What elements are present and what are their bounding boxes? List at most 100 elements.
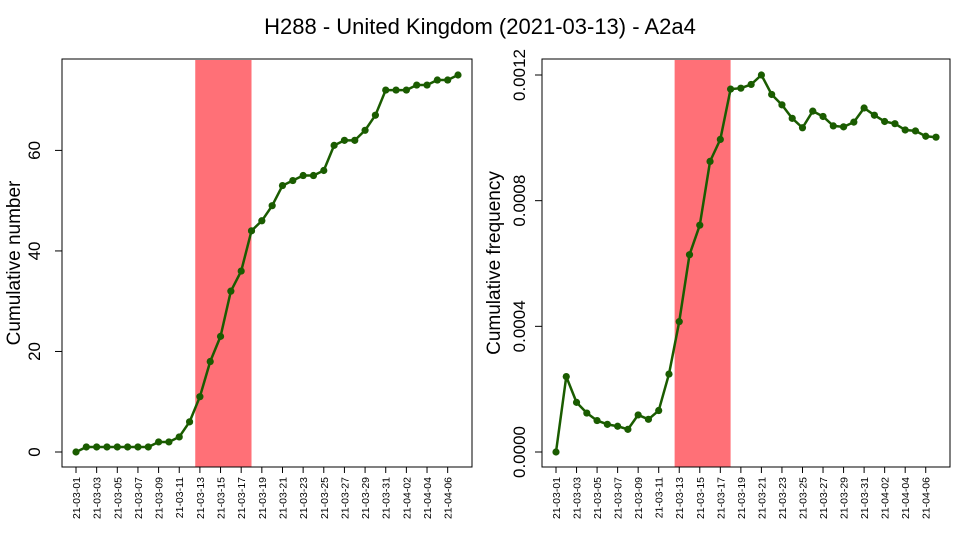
x-tick-label: 21-03-01 — [551, 477, 563, 519]
y-tick-label: 60 — [25, 141, 44, 160]
right-chart-panel: 0.0000 0.0004 0.0008 0.0012 Cumulative frequ… — [484, 49, 951, 519]
x-tick-label: 21-03-09 — [633, 477, 645, 519]
x-tick-label: 21-03-11 — [654, 477, 666, 518]
data-point — [644, 415, 653, 423]
x-tick-label: 21-03-23 — [298, 477, 310, 519]
x-tick-label: 21-04-06 — [921, 477, 933, 519]
data-point — [706, 157, 714, 165]
data-point — [371, 111, 380, 119]
x-tick-label: 21-03-31 — [381, 477, 393, 519]
x-tick-label: 21-03-07 — [133, 477, 145, 519]
x-tick-label: 21-03-07 — [613, 477, 625, 519]
series-line — [75, 73, 459, 454]
x-tick-label: 21-04-02 — [880, 477, 892, 519]
x-tick-label: 21-03-17 — [715, 477, 727, 519]
data-point — [454, 71, 462, 79]
data-point — [444, 76, 452, 84]
x-tick-label: 21-03-13 — [195, 477, 207, 519]
left-chart-panel: 0 20 40 60 Cumulative number 21-03-01 21-03-03… — [4, 58, 473, 519]
data-point — [665, 370, 673, 378]
plot-frame — [541, 58, 951, 468]
data-point — [185, 418, 194, 426]
data-point — [737, 84, 745, 92]
x-tick-label: 21-03-21 — [277, 477, 289, 519]
data-point — [237, 267, 245, 275]
data-point — [144, 443, 152, 451]
data-point — [247, 227, 256, 235]
data-point — [562, 373, 570, 381]
data-point — [72, 448, 80, 456]
data-point — [227, 287, 235, 295]
data-point — [289, 176, 297, 185]
data-point — [819, 112, 827, 121]
data-point — [134, 443, 142, 451]
x-tick-label: 21-03-19 — [257, 477, 269, 519]
data-point — [382, 86, 390, 94]
data-point — [901, 126, 909, 134]
x-tick-label: 21-03-03 — [92, 477, 104, 519]
data-point — [696, 221, 704, 229]
x-tick-label: 21-03-11 — [174, 477, 186, 518]
data-point — [392, 86, 400, 94]
x-tick-label: 21-03-17 — [236, 477, 248, 519]
x-tick-label: 21-03-27 — [339, 477, 351, 519]
data-point — [351, 136, 359, 144]
data-point — [768, 90, 776, 99]
data-point — [881, 117, 889, 126]
data-point — [839, 123, 848, 131]
y-tick-label: 0 — [25, 447, 44, 456]
data-point — [433, 76, 441, 84]
data-point — [196, 393, 204, 401]
series-line — [554, 73, 937, 453]
x-tick-label: 21-03-25 — [797, 477, 809, 519]
data-point — [891, 120, 899, 128]
data-point — [361, 126, 369, 134]
x-tick-label: 21-03-19 — [736, 477, 748, 519]
data-point — [340, 136, 349, 144]
x-tick-label: 21-03-25 — [319, 477, 331, 519]
y-axis-label: Cumulative number — [4, 180, 25, 345]
figure-title: H288 - United Kingdom (2021-03-13) - A2a… — [264, 14, 696, 39]
data-point — [552, 448, 560, 456]
x-tick-label: 21-03-05 — [592, 477, 604, 519]
data-point — [268, 202, 276, 210]
data-point — [82, 443, 90, 451]
x-tick-label: 21-03-13 — [674, 477, 686, 519]
x-tick-label: 21-03-21 — [756, 477, 768, 519]
data-point — [809, 107, 817, 115]
data-point — [932, 133, 940, 141]
y-tick-label: 0.0008 — [510, 175, 529, 227]
data-point — [165, 438, 173, 446]
x-tick-label: 21-04-04 — [900, 477, 912, 519]
data-point — [726, 85, 735, 93]
data-point — [655, 406, 663, 415]
data-point — [572, 398, 581, 406]
data-point — [330, 141, 338, 149]
x-tick-label: 21-03-15 — [695, 477, 707, 519]
y-axis-label: Cumulative frequency — [484, 171, 505, 355]
data-point — [258, 217, 266, 225]
x-tick-label: 21-03-09 — [154, 477, 166, 519]
data-point — [402, 86, 410, 94]
y-tick-label: 0.0012 — [510, 49, 529, 101]
data-point — [860, 104, 868, 112]
x-tick-label: 21-04-04 — [422, 477, 434, 519]
data-point — [675, 318, 683, 326]
data-point — [124, 443, 132, 451]
data-point — [278, 181, 287, 190]
data-point — [583, 409, 591, 417]
y-tick-label: 0.0000 — [510, 426, 529, 478]
data-point — [922, 132, 930, 140]
x-tick-label: 21-03-05 — [112, 477, 124, 519]
x-tick-label: 21-03-29 — [360, 477, 372, 519]
data-point — [309, 171, 318, 180]
data-point — [757, 71, 766, 79]
x-tick-label: 21-03-03 — [572, 477, 584, 519]
y-tick-label: 20 — [25, 342, 44, 361]
y-tick-label: 0.0004 — [510, 300, 529, 352]
x-tick-label: 21-03-01 — [71, 477, 83, 519]
data-point — [614, 422, 622, 430]
data-point — [634, 411, 642, 419]
data-point — [320, 166, 328, 175]
data-point — [154, 438, 163, 446]
